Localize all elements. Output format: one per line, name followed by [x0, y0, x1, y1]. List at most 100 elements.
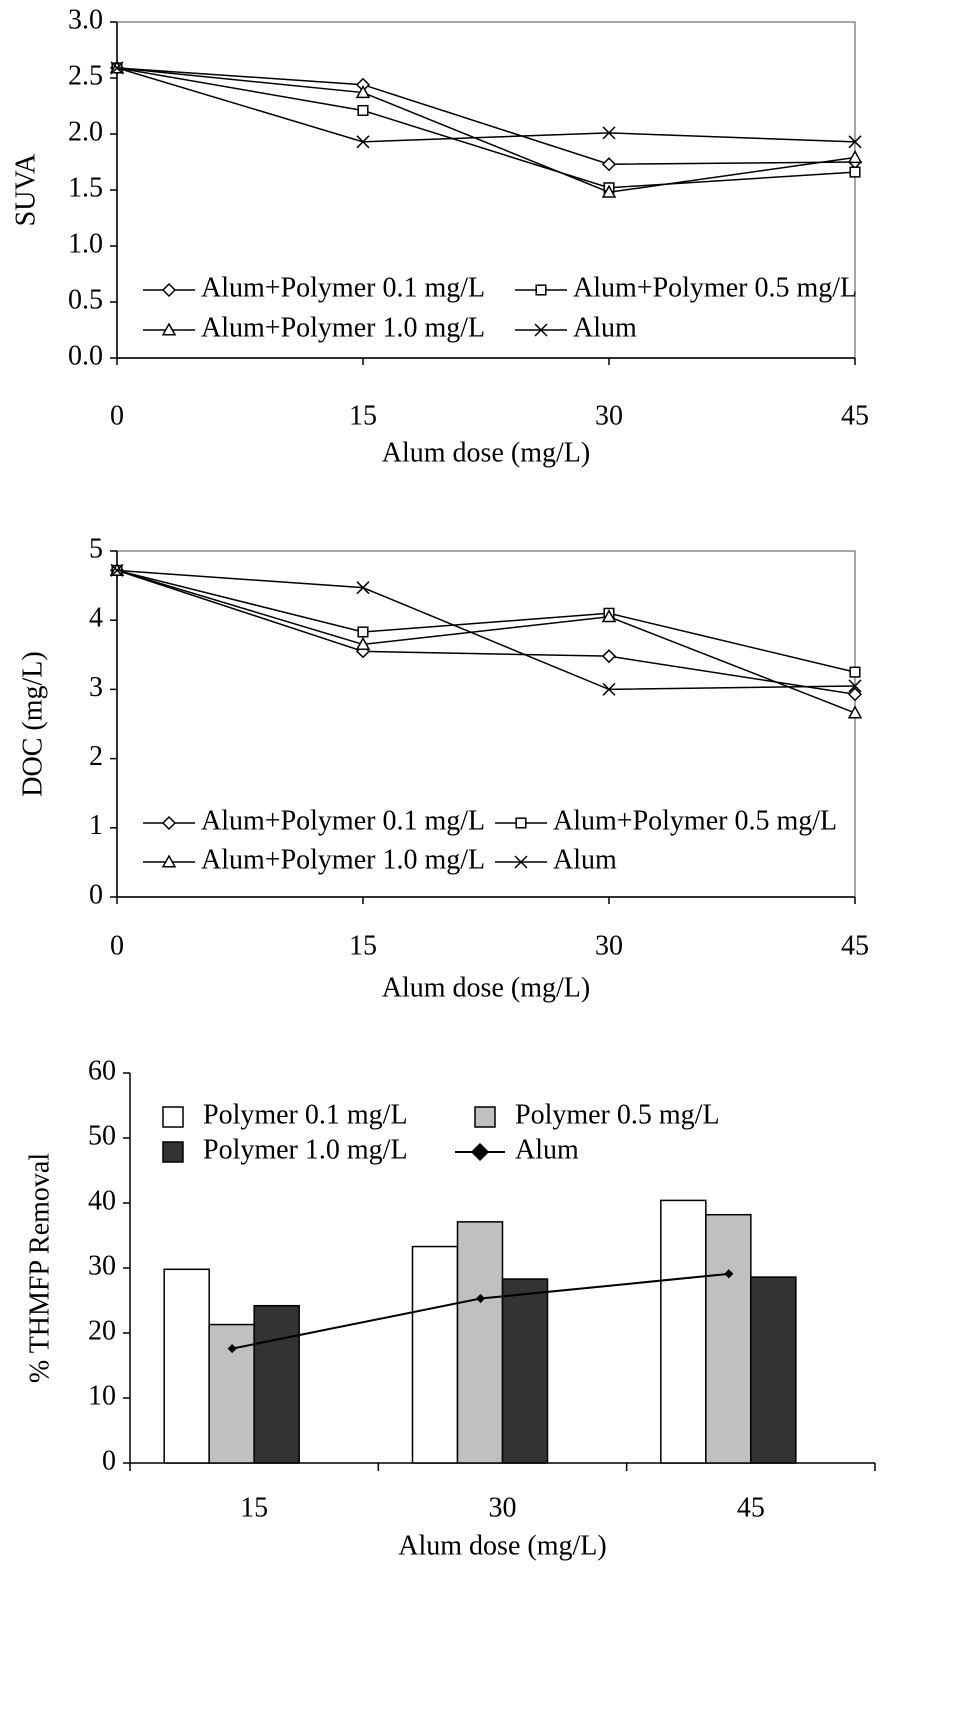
marker [470, 1142, 490, 1162]
legend-swatch [162, 1141, 184, 1163]
legend-label: Polymer 0.5 mg/L [515, 1099, 720, 1130]
y-axis-title: SUVA [10, 153, 41, 226]
x-tick-label: 45 [737, 1492, 765, 1523]
x-tick-label: 30 [595, 400, 623, 431]
marker [601, 157, 617, 172]
marker [357, 104, 369, 117]
marker [161, 815, 177, 831]
y-tick-label: 2.0 [68, 116, 103, 147]
plot-frame [116, 21, 856, 359]
marker [847, 149, 863, 164]
bar [750, 1276, 797, 1464]
y-tick-label: 3 [89, 672, 103, 703]
y-axis-title: % THMFP Removal [24, 1153, 55, 1383]
bar [163, 1268, 210, 1464]
y-tick-label: 2.5 [68, 60, 103, 91]
marker [356, 135, 370, 149]
marker [724, 1269, 734, 1279]
marker [475, 1293, 486, 1304]
marker [602, 126, 616, 140]
legend-swatch [474, 1106, 496, 1128]
legend-label: Alum [573, 312, 637, 343]
legend-label: Alum [515, 1134, 579, 1165]
x-tick-label: 0 [110, 400, 124, 431]
marker [848, 135, 862, 149]
legend-swatch [162, 1106, 184, 1128]
marker [534, 323, 548, 337]
y-tick-label: 50 [88, 1120, 116, 1151]
marker [110, 61, 124, 75]
x-tick-label: 45 [841, 930, 869, 961]
y-tick-label: 0.5 [68, 284, 103, 315]
y-tick-label: 30 [88, 1250, 116, 1281]
marker [355, 85, 371, 99]
y-tick-label: 0 [102, 1445, 116, 1476]
marker [601, 609, 617, 623]
series-line [116, 569, 856, 695]
marker [601, 649, 617, 664]
legend-label: Alum+Polymer 0.5 mg/L [553, 805, 837, 836]
marker [356, 581, 370, 595]
x-tick-label: 30 [595, 930, 623, 961]
marker [355, 636, 371, 650]
x-axis-title: Alum dose (mg/L) [382, 972, 590, 1003]
y-tick-label: 2 [89, 741, 103, 772]
x-tick-label: 15 [349, 930, 377, 961]
series-line [116, 67, 856, 189]
legend-label: Alum+Polymer 0.1 mg/L [201, 272, 485, 303]
marker [110, 563, 124, 577]
bar [501, 1278, 549, 1464]
marker [849, 166, 861, 178]
y-tick-label: 40 [88, 1185, 116, 1216]
marker [602, 682, 616, 696]
legend-label: Alum+Polymer 0.1 mg/L [201, 805, 485, 836]
series-line [116, 67, 856, 143]
x-tick-label: 0 [110, 930, 124, 961]
legend-label: Alum+Polymer 1.0 mg/L [201, 844, 485, 875]
y-tick-label: 5 [89, 533, 103, 564]
y-tick-label: 3.0 [68, 4, 103, 35]
y-tick-label: 1 [89, 810, 103, 841]
bar [253, 1304, 300, 1464]
y-tick-label: 10 [88, 1380, 116, 1411]
x-axis-title: Alum dose (mg/L) [382, 437, 590, 468]
x-tick-label: 45 [841, 400, 869, 431]
marker [514, 855, 528, 869]
legend-label: Alum [553, 844, 617, 875]
marker [601, 184, 617, 198]
x-tick-label: 15 [240, 1492, 268, 1523]
bar [456, 1221, 504, 1464]
y-tick-label: 20 [88, 1315, 116, 1346]
bar [705, 1213, 752, 1464]
marker [161, 282, 177, 298]
bar [411, 1245, 459, 1464]
marker [849, 666, 861, 678]
y-tick-label: 0.0 [68, 340, 103, 371]
marker [227, 1344, 237, 1354]
y-tick-label: 4 [89, 603, 103, 634]
marker [161, 322, 177, 336]
marker [848, 679, 862, 693]
x-tick-label: 30 [489, 1492, 517, 1523]
marker [847, 687, 863, 702]
legend-label: Polymer 1.0 mg/L [203, 1134, 408, 1165]
y-tick-label: 1.5 [68, 172, 103, 203]
legend-label: Polymer 0.1 mg/L [203, 1099, 408, 1130]
y-tick-label: 60 [88, 1055, 116, 1086]
marker [515, 817, 527, 829]
marker [847, 705, 863, 719]
legend-label: Alum+Polymer 0.5 mg/L [573, 272, 857, 303]
legend-label: Alum+Polymer 1.0 mg/L [201, 312, 485, 343]
marker [535, 284, 547, 296]
marker [357, 626, 369, 638]
series-line [116, 569, 856, 673]
x-axis-title: Alum dose (mg/L) [398, 1530, 606, 1561]
series-line [116, 67, 856, 165]
series-line [116, 67, 856, 194]
y-axis-title: DOC (mg/L) [17, 651, 48, 796]
y-tick-label: 0 [89, 879, 103, 910]
y-tick-label: 1.0 [68, 228, 103, 259]
bar [660, 1199, 707, 1464]
series-line [116, 569, 856, 691]
